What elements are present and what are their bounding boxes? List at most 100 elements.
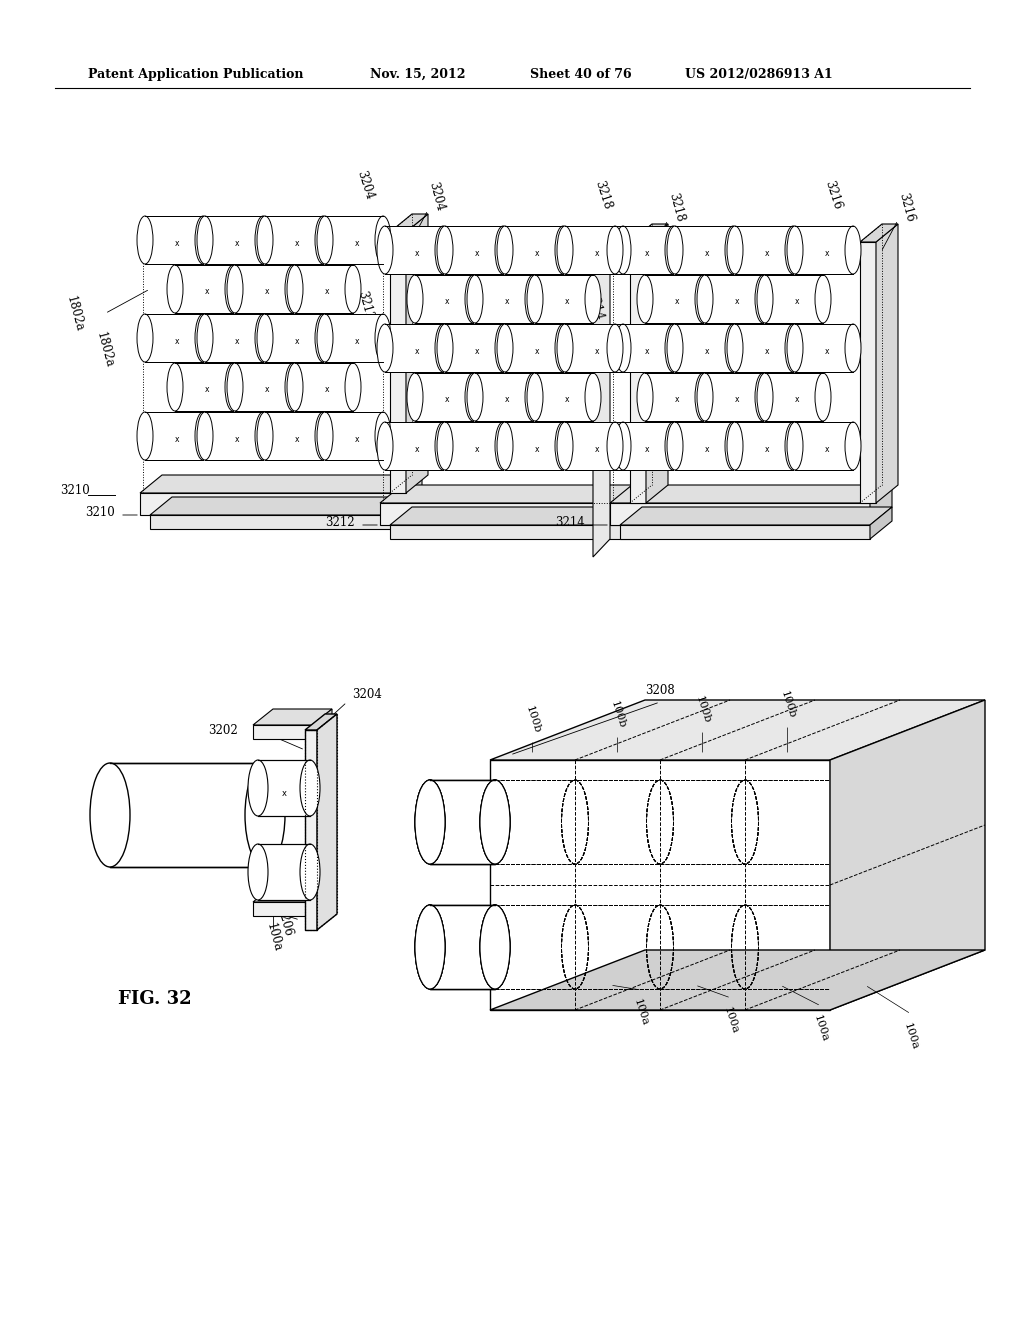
- Polygon shape: [475, 374, 534, 421]
- Ellipse shape: [615, 226, 631, 275]
- Polygon shape: [765, 374, 823, 421]
- Polygon shape: [765, 275, 823, 323]
- Polygon shape: [325, 412, 383, 459]
- Polygon shape: [430, 906, 495, 989]
- Polygon shape: [430, 780, 495, 865]
- Ellipse shape: [415, 780, 445, 865]
- Ellipse shape: [285, 363, 301, 411]
- Ellipse shape: [785, 422, 801, 470]
- Text: 3218: 3218: [592, 180, 613, 211]
- Ellipse shape: [667, 323, 683, 372]
- Text: x: x: [595, 445, 599, 454]
- Text: x: x: [595, 346, 599, 355]
- Polygon shape: [415, 275, 473, 323]
- Polygon shape: [110, 763, 265, 867]
- Ellipse shape: [435, 226, 451, 275]
- Polygon shape: [870, 484, 892, 525]
- Polygon shape: [175, 363, 233, 411]
- Text: x: x: [234, 337, 240, 346]
- Text: x: x: [295, 337, 299, 346]
- Ellipse shape: [585, 374, 601, 421]
- Ellipse shape: [465, 374, 481, 421]
- Text: x: x: [325, 288, 329, 297]
- Text: x: x: [175, 239, 179, 248]
- Polygon shape: [390, 232, 406, 492]
- Ellipse shape: [227, 265, 243, 313]
- Text: 1802a: 1802a: [94, 330, 116, 370]
- Ellipse shape: [287, 363, 303, 411]
- Text: x: x: [475, 445, 479, 454]
- Ellipse shape: [637, 374, 653, 421]
- Ellipse shape: [480, 906, 510, 989]
- Text: x: x: [205, 288, 209, 297]
- Ellipse shape: [375, 412, 391, 459]
- Polygon shape: [400, 475, 422, 515]
- Ellipse shape: [815, 275, 831, 323]
- Polygon shape: [430, 780, 495, 865]
- Polygon shape: [385, 422, 443, 470]
- Text: Sheet 40 of 76: Sheet 40 of 76: [530, 69, 632, 81]
- Polygon shape: [145, 412, 203, 459]
- Ellipse shape: [317, 412, 333, 459]
- Text: 100a: 100a: [263, 921, 284, 953]
- Ellipse shape: [727, 323, 743, 372]
- Polygon shape: [205, 216, 263, 264]
- Text: x: x: [205, 385, 209, 395]
- Polygon shape: [312, 709, 332, 739]
- Text: x: x: [295, 434, 299, 444]
- Text: x: x: [675, 396, 679, 404]
- Ellipse shape: [497, 323, 513, 372]
- Polygon shape: [305, 714, 337, 730]
- Ellipse shape: [415, 780, 445, 865]
- Text: x: x: [564, 297, 569, 306]
- Ellipse shape: [255, 412, 271, 459]
- Ellipse shape: [467, 275, 483, 323]
- Ellipse shape: [725, 323, 741, 372]
- Ellipse shape: [615, 422, 631, 470]
- Text: x: x: [475, 346, 479, 355]
- Ellipse shape: [415, 906, 445, 989]
- Polygon shape: [325, 216, 383, 264]
- Polygon shape: [406, 214, 428, 492]
- Ellipse shape: [287, 265, 303, 313]
- Ellipse shape: [415, 906, 445, 989]
- Text: x: x: [354, 337, 359, 346]
- Text: x: x: [264, 385, 269, 395]
- Ellipse shape: [495, 226, 511, 275]
- Text: x: x: [824, 248, 829, 257]
- Ellipse shape: [845, 226, 861, 275]
- Text: x: x: [415, 346, 419, 355]
- Ellipse shape: [665, 226, 681, 275]
- Polygon shape: [234, 363, 293, 411]
- Polygon shape: [640, 507, 662, 539]
- Ellipse shape: [257, 216, 273, 264]
- Ellipse shape: [415, 780, 445, 865]
- Ellipse shape: [345, 265, 361, 313]
- Text: x: x: [705, 445, 710, 454]
- Ellipse shape: [785, 323, 801, 372]
- Ellipse shape: [480, 780, 510, 865]
- Text: x: x: [444, 396, 450, 404]
- Ellipse shape: [407, 374, 423, 421]
- Polygon shape: [140, 475, 422, 492]
- Polygon shape: [675, 226, 733, 275]
- Ellipse shape: [195, 314, 211, 362]
- Ellipse shape: [495, 422, 511, 470]
- Text: 3210: 3210: [85, 507, 115, 520]
- Ellipse shape: [225, 363, 241, 411]
- Polygon shape: [565, 323, 623, 372]
- Ellipse shape: [615, 323, 631, 372]
- Text: 3202: 3202: [208, 723, 238, 737]
- Text: x: x: [705, 248, 710, 257]
- Text: Nov. 15, 2012: Nov. 15, 2012: [370, 69, 466, 81]
- Polygon shape: [535, 275, 593, 323]
- Ellipse shape: [377, 323, 393, 372]
- Text: x: x: [444, 297, 450, 306]
- Text: 100a: 100a: [722, 1006, 740, 1036]
- Polygon shape: [325, 314, 383, 362]
- Ellipse shape: [607, 422, 623, 470]
- Polygon shape: [795, 226, 853, 275]
- Ellipse shape: [435, 323, 451, 372]
- Text: x: x: [234, 239, 240, 248]
- Text: 3204: 3204: [426, 181, 446, 213]
